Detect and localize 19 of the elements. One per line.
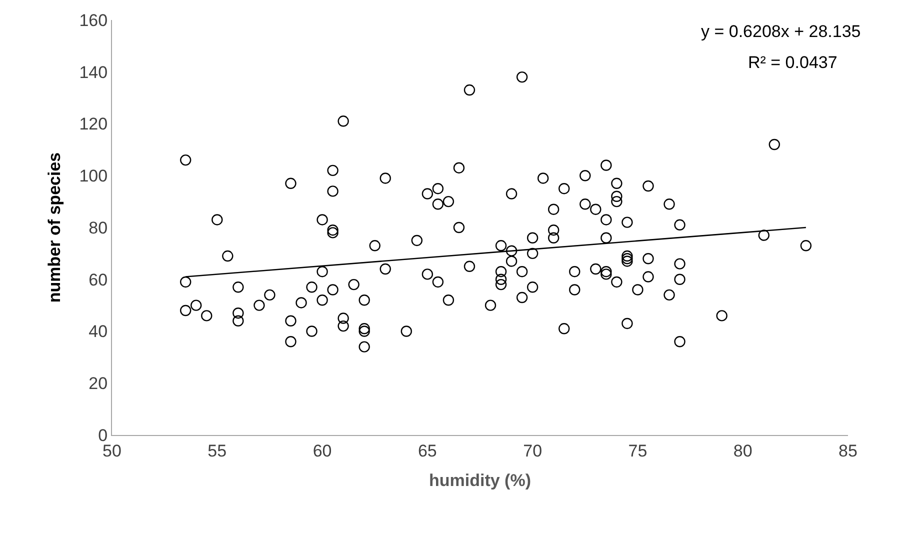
x-axis-title: humidity (%)	[429, 470, 531, 490]
y-tick-label: 40	[88, 322, 108, 342]
y-tick-label: 120	[79, 114, 108, 134]
x-tick-label: 80	[733, 441, 752, 460]
x-tick-label: 60	[312, 441, 332, 460]
y-tick-label: 20	[88, 374, 108, 394]
y-tick-label: 160	[79, 10, 108, 30]
x-tick-label: 65	[418, 441, 437, 460]
y-tick-label: 80	[88, 218, 108, 238]
x-tick-label: 85	[838, 441, 858, 460]
x-tick-label: 75	[628, 441, 648, 460]
annotation: R² = 0.0437	[748, 53, 838, 72]
y-tick-label: 60	[88, 270, 108, 290]
annotation: y = 0.6208x + 28.135	[701, 22, 861, 41]
y-axis-title: number of species	[44, 152, 64, 303]
y-tick-label: 100	[79, 166, 108, 186]
y-tick-label: 140	[79, 62, 108, 82]
x-tick-label: 55	[208, 441, 227, 460]
x-tick-label: 70	[523, 441, 542, 460]
